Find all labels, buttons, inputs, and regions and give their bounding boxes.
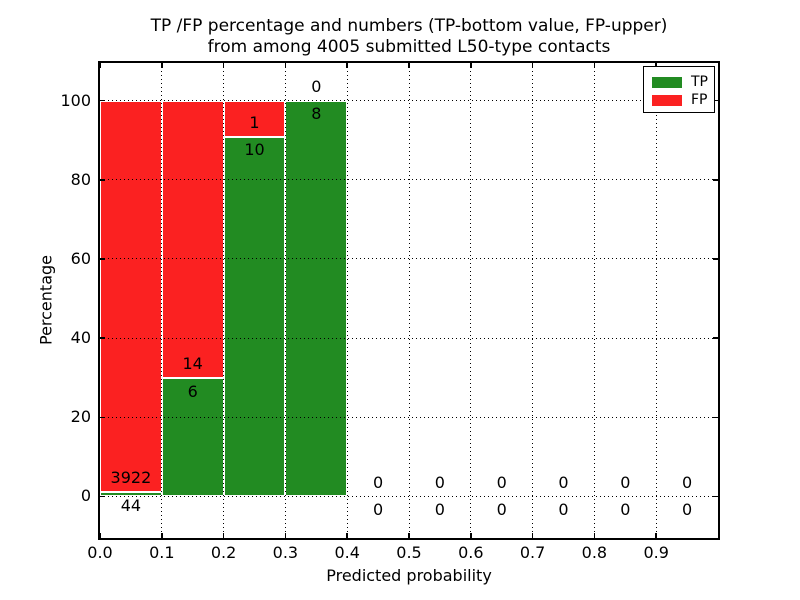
y-tick-mark xyxy=(100,495,105,498)
tp-count-label: 0 xyxy=(373,500,384,520)
x-tick-mark xyxy=(99,63,101,68)
gridline-vertical xyxy=(346,63,348,538)
fp-count-label: 0 xyxy=(434,472,445,492)
x-tick-mark xyxy=(346,63,348,68)
x-tick-label: 0.3 xyxy=(272,543,299,562)
x-tick-label: 0.9 xyxy=(643,543,669,562)
tp-bar-segment xyxy=(285,100,348,497)
gridline-vertical xyxy=(161,63,163,538)
y-tick-label: 60 xyxy=(70,248,91,268)
y-tick-mark xyxy=(713,416,718,419)
fp-bar-segment xyxy=(100,100,162,493)
fp-count-label: 0 xyxy=(373,472,384,492)
tp-legend-swatch xyxy=(652,76,682,88)
x-tick-mark xyxy=(99,533,101,538)
x-tick-label: 0.0 xyxy=(87,543,113,562)
y-tick-label: 40 xyxy=(70,328,91,348)
gridline-vertical xyxy=(655,63,657,538)
tp-count-label: 0 xyxy=(682,500,693,520)
x-tick-mark xyxy=(284,533,287,538)
y-tick-mark xyxy=(713,258,718,260)
fp-legend-label: FP xyxy=(691,92,708,108)
fp-count-label: 0 xyxy=(311,76,322,96)
y-tick-label: 20 xyxy=(70,407,91,427)
tp-count-label: 10 xyxy=(244,140,265,160)
tp-count-label: 6 xyxy=(187,381,198,401)
tp-legend-label: TP xyxy=(691,74,708,90)
y-tick-label: 0 xyxy=(80,486,91,506)
gridline-vertical xyxy=(223,63,225,538)
x-tick-label: 0.7 xyxy=(519,543,546,562)
tp-count-label: 8 xyxy=(311,104,322,124)
x-tick-mark xyxy=(284,63,287,68)
gridline-vertical xyxy=(284,63,286,538)
legend: TP FP xyxy=(643,66,715,113)
fp-count-label: 0 xyxy=(496,472,507,492)
x-tick-mark xyxy=(346,533,348,538)
x-tick-mark xyxy=(593,533,596,538)
gridline-vertical xyxy=(593,63,595,538)
y-tick-mark xyxy=(713,99,718,102)
chart-title-line1: TP /FP percentage and numbers (TP-bottom… xyxy=(150,16,668,36)
x-tick-mark xyxy=(655,533,657,538)
tp-bar-segment xyxy=(161,377,224,497)
gridline-vertical xyxy=(532,63,534,538)
x-tick-mark xyxy=(531,63,534,68)
legend-item-tp: TP xyxy=(652,73,714,91)
x-tick-mark xyxy=(655,63,657,68)
y-tick-mark xyxy=(713,179,718,181)
tp-count-label: 0 xyxy=(558,500,569,520)
y-tick-mark xyxy=(713,495,718,498)
fp-bar-segment xyxy=(161,100,224,378)
fp-count-label: 3922 xyxy=(110,468,152,488)
y-tick-label: 100 xyxy=(60,90,91,110)
x-tick-mark xyxy=(408,63,410,68)
legend-item-fp: FP xyxy=(652,91,714,109)
y-tick-mark xyxy=(713,337,718,339)
x-tick-label: 0.5 xyxy=(396,543,422,562)
x-tick-mark xyxy=(222,63,225,68)
tp-count-label: 0 xyxy=(620,500,631,520)
x-tick-mark xyxy=(593,63,596,68)
fp-count-label: 14 xyxy=(182,353,203,373)
x-tick-label: 0.1 xyxy=(149,543,175,562)
tp-count-label: 0 xyxy=(434,500,445,520)
y-tick-mark xyxy=(100,416,105,419)
x-tick-mark xyxy=(222,533,225,538)
fp-count-label: 0 xyxy=(558,472,569,492)
x-tick-mark xyxy=(408,533,410,538)
x-tick-label: 0.6 xyxy=(458,543,484,562)
chart-title-line2: from among 4005 submitted L50-type conta… xyxy=(207,37,611,57)
tp-count-label: 0 xyxy=(496,500,507,520)
x-tick-label: 0.4 xyxy=(334,543,360,562)
plot-area: TP FP 3922 44 14 6 1 10 0 8 0 0 0 0 0 0 0 0 0 0 0 0 xyxy=(98,61,720,540)
x-axis-label: Predicted probability xyxy=(326,566,492,585)
x-tick-mark xyxy=(470,63,472,68)
tp-bar-segment xyxy=(223,136,286,497)
y-tick-mark xyxy=(100,337,105,339)
tp-count-label: 44 xyxy=(120,495,142,515)
x-tick-mark xyxy=(470,533,472,538)
x-tick-mark xyxy=(161,533,163,538)
fp-count-label: 0 xyxy=(620,472,631,492)
fp-count-label: 0 xyxy=(682,472,693,492)
x-tick-mark xyxy=(161,63,163,68)
fp-legend-swatch xyxy=(652,94,682,106)
gridline-vertical xyxy=(470,63,472,538)
y-tick-mark xyxy=(100,179,105,181)
chart-title: TP /FP percentage and numbers (TP-bottom… xyxy=(98,16,720,58)
x-tick-mark xyxy=(531,533,534,538)
x-tick-label: 0.8 xyxy=(581,543,608,562)
fp-count-label: 1 xyxy=(249,112,260,132)
gridline-vertical xyxy=(408,63,410,538)
y-tick-mark xyxy=(100,99,105,102)
y-tick-label: 80 xyxy=(70,169,91,189)
y-tick-mark xyxy=(100,258,105,260)
x-tick-label: 0.2 xyxy=(210,543,237,562)
